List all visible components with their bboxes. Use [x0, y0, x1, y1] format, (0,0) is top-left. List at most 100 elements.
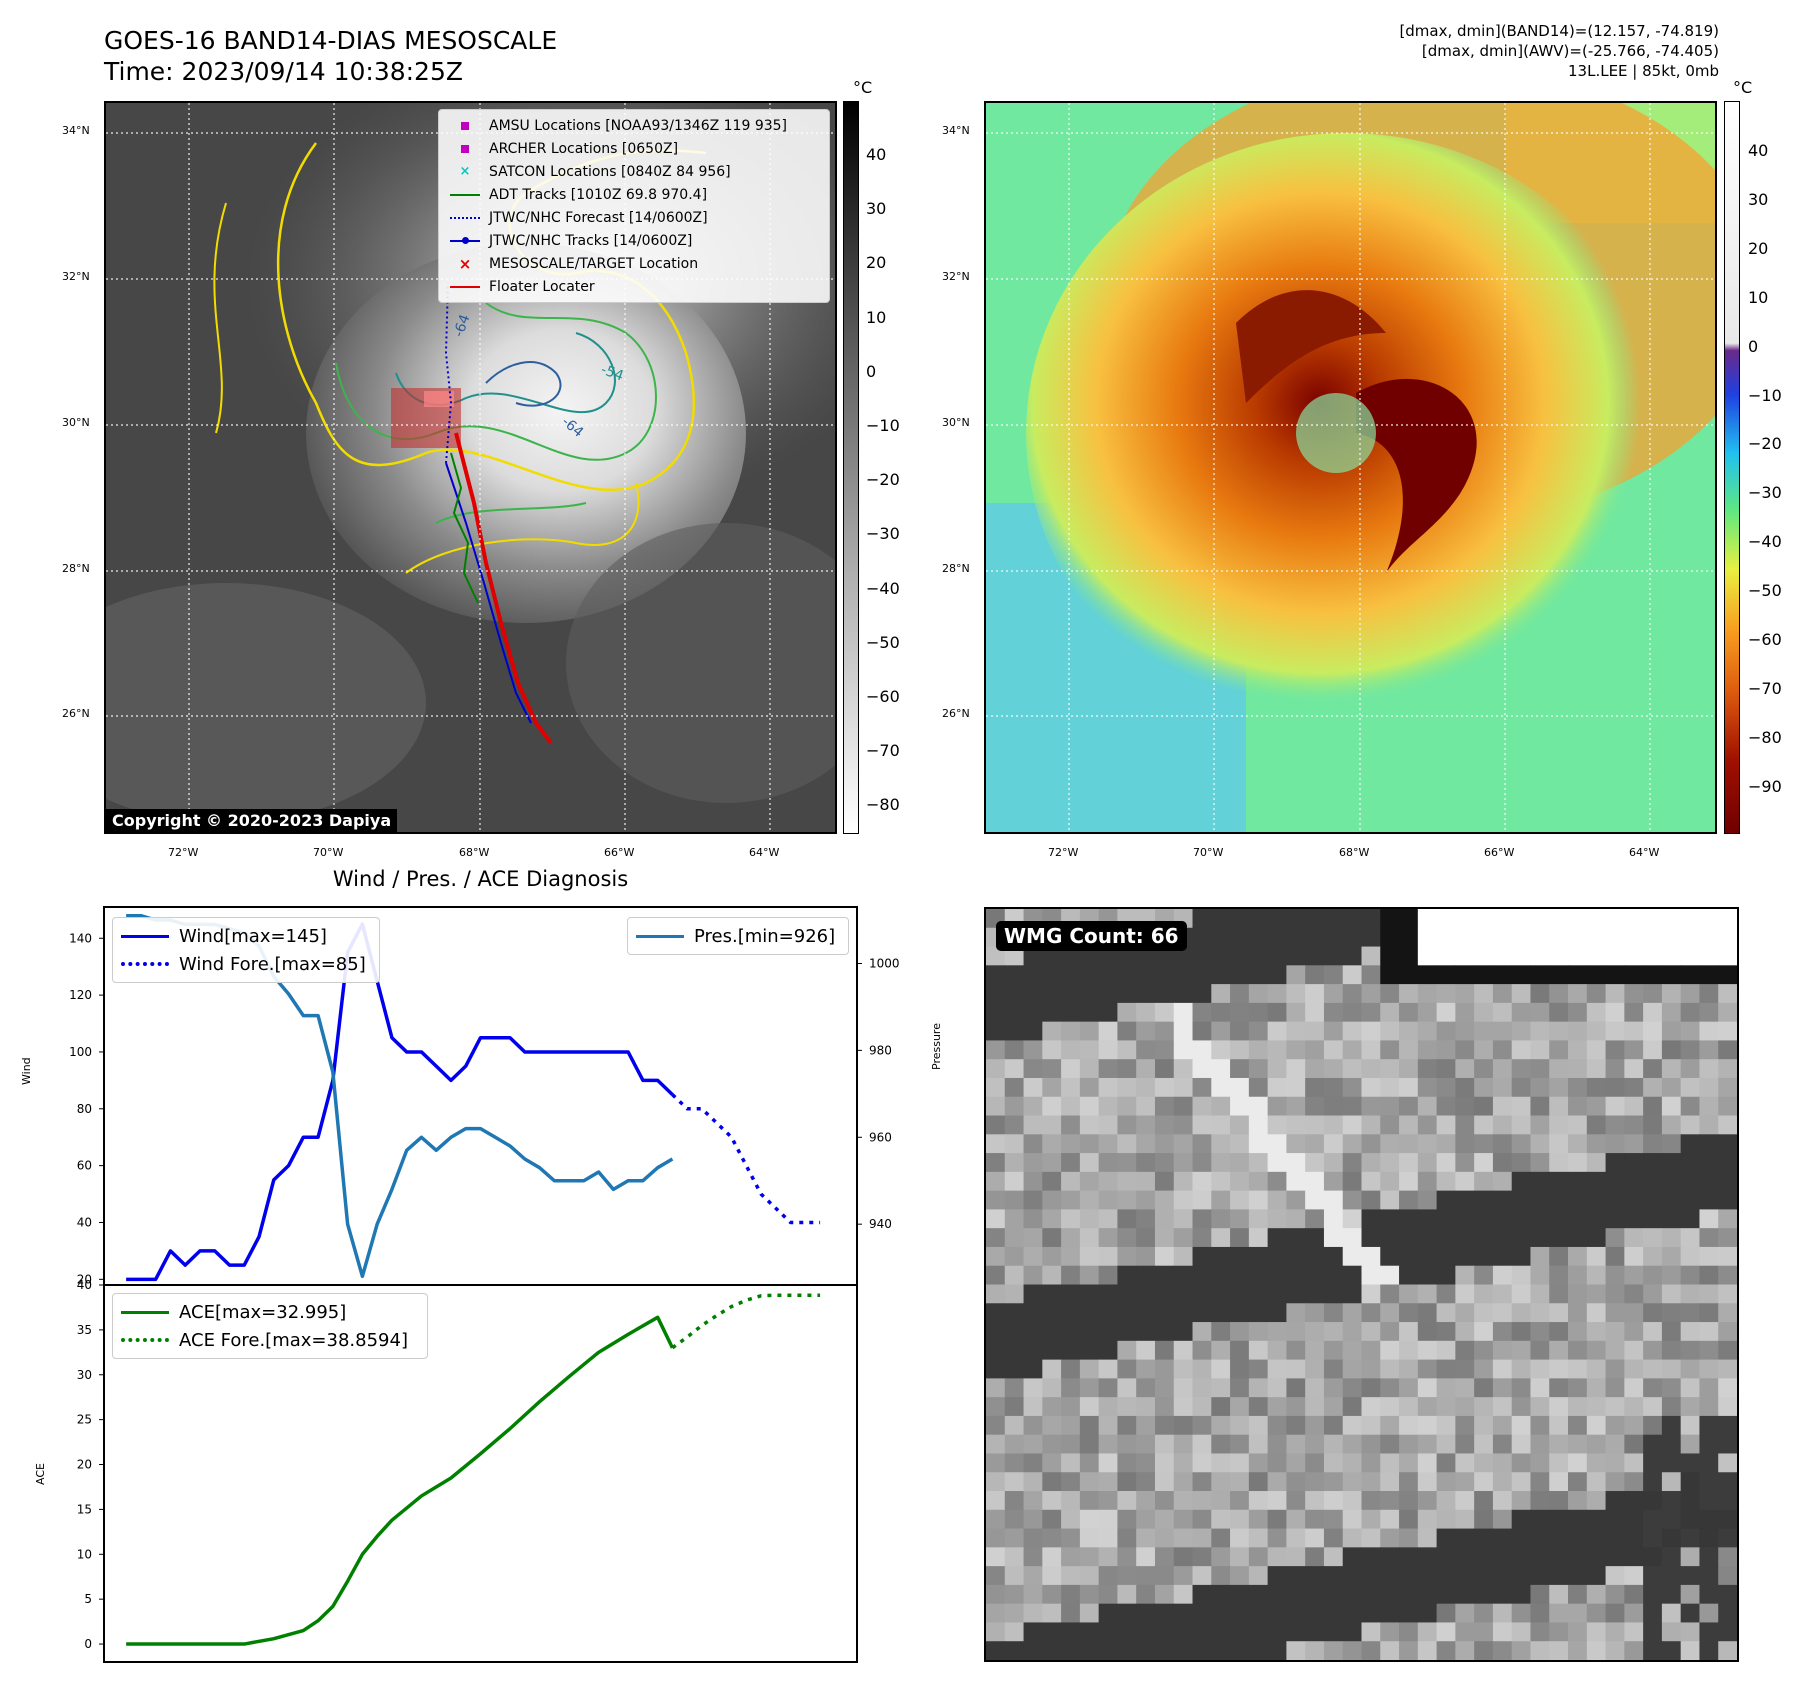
wmg-pixel — [1530, 1322, 1550, 1342]
wmg-pixel — [1436, 1641, 1456, 1660]
wmg-pixel — [1230, 1397, 1250, 1417]
wmg-pixel — [1305, 1415, 1325, 1436]
wmg-pixel — [1699, 1040, 1719, 1060]
wmg-pixel — [1323, 1096, 1344, 1117]
wmg-pixel — [1211, 1359, 1231, 1379]
wmg-pixel — [1305, 1584, 1325, 1605]
wmg-pixel — [1624, 1528, 1644, 1548]
wmg-pixel — [1699, 1265, 1719, 1285]
wmg-pixel — [1624, 1171, 1644, 1192]
wmg-pixel — [1098, 1322, 1118, 1342]
wmg-pixel — [1455, 965, 1475, 985]
wmg-pixel — [1661, 1434, 1682, 1454]
square-marker-icon — [447, 144, 483, 153]
wmg-pixel — [1192, 1059, 1212, 1079]
wmg-pixel — [1530, 1115, 1550, 1135]
wmg-pixel — [1342, 1303, 1362, 1323]
wmg-pixel — [1136, 1115, 1156, 1135]
wmg-pixel — [1042, 1171, 1062, 1192]
wmg-pixel — [1136, 1566, 1156, 1586]
wmg-pixel — [1661, 1077, 1682, 1098]
wmg-pixel — [1117, 1246, 1137, 1267]
wmg-pixel — [1023, 1096, 1043, 1117]
wmg-pixel — [1042, 1303, 1062, 1323]
wmg-pixel — [1605, 1584, 1625, 1605]
wmg-pixel — [1718, 1584, 1737, 1605]
wmg-pixel — [986, 1115, 1006, 1135]
wmg-pixel — [1605, 1040, 1625, 1060]
wmg-pixel — [1455, 1340, 1475, 1361]
wmg-pixel — [1192, 946, 1212, 966]
wmg-pixel — [1173, 1472, 1194, 1492]
wmg-pixel — [1511, 1246, 1531, 1267]
wmg-pixel — [1492, 1040, 1513, 1060]
lon-label: 72°W — [168, 846, 199, 859]
wmg-pixel — [1136, 1359, 1156, 1379]
wmg-pixel — [1342, 1209, 1362, 1229]
wmg-pixel — [1004, 1622, 1025, 1642]
wmg-pixel — [1436, 1453, 1456, 1473]
wmg-pixel — [1342, 1359, 1362, 1379]
wmg-pixel — [1173, 1547, 1194, 1567]
wmg-pixel — [1624, 1584, 1644, 1605]
wmg-pixel — [1399, 965, 1419, 985]
wmg-pixel — [1661, 1059, 1682, 1079]
wmg-pixel — [1173, 965, 1194, 985]
wmg-pixel — [1549, 1566, 1569, 1586]
wmg-pixel — [1586, 946, 1607, 966]
wmg-pixel — [1718, 1547, 1737, 1567]
wmg-pixel — [1305, 1509, 1325, 1530]
wmg-pixel — [1530, 1397, 1550, 1417]
wmg-pixel — [1455, 1359, 1475, 1379]
wmg-pixel — [1248, 1040, 1269, 1060]
wmg-pixel — [1699, 1434, 1719, 1454]
wmg-pixel — [1605, 1153, 1625, 1173]
contour-label-2: -54 — [599, 362, 626, 385]
wmg-pixel — [1455, 1228, 1475, 1248]
wmg-pixel — [1267, 1134, 1287, 1154]
wmg-pixel — [1568, 1359, 1588, 1379]
ace-tick-label: 20 — [77, 1458, 92, 1472]
wmg-pixel — [1117, 1303, 1137, 1323]
wmg-pixel — [1549, 1603, 1569, 1623]
wmg-pixel — [1323, 1209, 1344, 1229]
wmg-pixel — [1079, 1528, 1100, 1548]
wmg-pixel — [1361, 1434, 1381, 1454]
wmg-pixel — [1511, 1077, 1531, 1098]
wmg-pixel — [1023, 1284, 1043, 1304]
wmg-pixel — [1098, 965, 1118, 985]
wmg-pixel — [1173, 1584, 1194, 1605]
wmg-pixel — [1530, 1453, 1550, 1473]
wmg-pixel — [1568, 927, 1588, 948]
wmg-pixel — [1436, 1171, 1456, 1192]
wmg-pixel — [1718, 1265, 1737, 1285]
lon-label: 72°W — [1048, 846, 1079, 859]
wmg-pixel — [1568, 1303, 1588, 1323]
wmg-pixel — [1154, 1641, 1175, 1660]
colorbar-tick-label: −60 — [1748, 630, 1782, 649]
wmg-pixel — [1399, 1434, 1419, 1454]
wmg-pixel — [1079, 1115, 1100, 1135]
wmg-pixel — [1568, 1284, 1588, 1304]
wmg-pixel — [1098, 1528, 1118, 1548]
wmg-pixel — [1305, 1397, 1325, 1417]
wmg-pixel — [1305, 1566, 1325, 1586]
wmg-pixel — [1286, 1584, 1306, 1605]
wmg-pixel — [1399, 1622, 1419, 1642]
wmg-pixel — [1136, 1472, 1156, 1492]
wmg-pixel — [1098, 984, 1118, 1004]
wmg-pixel — [1474, 1622, 1494, 1642]
wmg-pixel — [1230, 1040, 1250, 1060]
wmg-pixel — [1549, 1209, 1569, 1229]
wmg-pixel — [1680, 1096, 1700, 1117]
wmg-pixel — [1643, 1322, 1663, 1342]
wmg-pixel — [1417, 1359, 1438, 1379]
wmg-pixel — [1004, 1021, 1025, 1041]
wmg-pixel — [1173, 1415, 1194, 1436]
wmg-pixel — [1661, 1415, 1682, 1436]
wmg-pixel — [1023, 1378, 1043, 1398]
wmg-pixel — [1061, 1002, 1081, 1023]
wmg-pixel — [1568, 1002, 1588, 1023]
wmg-pixel — [1417, 1397, 1438, 1417]
